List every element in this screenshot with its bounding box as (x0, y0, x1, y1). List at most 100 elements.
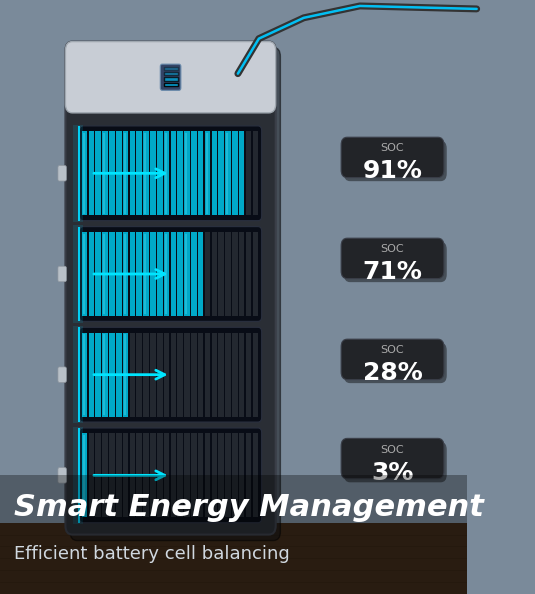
FancyBboxPatch shape (165, 234, 166, 314)
FancyBboxPatch shape (205, 232, 210, 316)
FancyBboxPatch shape (164, 333, 170, 417)
FancyBboxPatch shape (58, 467, 66, 483)
FancyBboxPatch shape (78, 126, 80, 221)
FancyBboxPatch shape (171, 434, 176, 517)
FancyBboxPatch shape (246, 232, 251, 316)
FancyBboxPatch shape (184, 333, 190, 417)
Text: 71%: 71% (363, 260, 423, 285)
FancyBboxPatch shape (191, 131, 197, 216)
FancyBboxPatch shape (218, 232, 224, 316)
FancyBboxPatch shape (164, 232, 170, 316)
FancyBboxPatch shape (79, 227, 262, 321)
FancyBboxPatch shape (78, 327, 80, 422)
FancyBboxPatch shape (65, 42, 276, 535)
FancyBboxPatch shape (253, 131, 258, 216)
Text: SOC: SOC (381, 345, 404, 355)
FancyBboxPatch shape (150, 333, 156, 417)
FancyBboxPatch shape (58, 266, 66, 282)
FancyBboxPatch shape (344, 242, 447, 282)
FancyBboxPatch shape (109, 333, 114, 417)
FancyBboxPatch shape (58, 166, 66, 181)
FancyBboxPatch shape (82, 234, 85, 314)
FancyBboxPatch shape (124, 234, 126, 314)
FancyBboxPatch shape (143, 131, 149, 216)
FancyBboxPatch shape (191, 333, 197, 417)
FancyBboxPatch shape (178, 333, 183, 417)
FancyBboxPatch shape (144, 133, 146, 214)
FancyBboxPatch shape (89, 232, 94, 316)
FancyBboxPatch shape (239, 232, 244, 316)
FancyBboxPatch shape (239, 131, 244, 216)
FancyBboxPatch shape (95, 434, 101, 517)
FancyBboxPatch shape (0, 475, 467, 594)
FancyBboxPatch shape (116, 131, 121, 216)
FancyBboxPatch shape (89, 434, 94, 517)
FancyBboxPatch shape (123, 333, 128, 417)
FancyBboxPatch shape (79, 428, 262, 523)
FancyBboxPatch shape (341, 339, 444, 380)
FancyBboxPatch shape (226, 133, 228, 214)
FancyBboxPatch shape (73, 426, 83, 524)
FancyBboxPatch shape (341, 238, 444, 279)
Text: SOC: SOC (381, 244, 404, 254)
FancyBboxPatch shape (136, 232, 142, 316)
FancyBboxPatch shape (150, 131, 156, 216)
FancyBboxPatch shape (218, 131, 224, 216)
FancyBboxPatch shape (129, 232, 135, 316)
FancyBboxPatch shape (157, 131, 163, 216)
FancyBboxPatch shape (136, 333, 142, 417)
Text: SOC: SOC (381, 143, 404, 153)
Text: 91%: 91% (363, 159, 423, 184)
FancyBboxPatch shape (191, 232, 197, 316)
FancyBboxPatch shape (129, 333, 135, 417)
FancyBboxPatch shape (198, 131, 203, 216)
FancyBboxPatch shape (198, 333, 203, 417)
FancyBboxPatch shape (123, 434, 128, 517)
FancyBboxPatch shape (136, 131, 142, 216)
FancyBboxPatch shape (82, 435, 85, 516)
FancyBboxPatch shape (225, 131, 231, 216)
FancyBboxPatch shape (123, 232, 128, 316)
FancyBboxPatch shape (79, 327, 262, 422)
FancyBboxPatch shape (102, 232, 108, 316)
FancyBboxPatch shape (232, 333, 238, 417)
FancyBboxPatch shape (116, 232, 121, 316)
FancyBboxPatch shape (129, 131, 135, 216)
FancyBboxPatch shape (211, 333, 217, 417)
FancyBboxPatch shape (78, 428, 80, 523)
FancyBboxPatch shape (184, 434, 190, 517)
Text: Efficient battery cell balancing: Efficient battery cell balancing (14, 545, 290, 563)
FancyBboxPatch shape (102, 333, 108, 417)
FancyBboxPatch shape (164, 77, 178, 81)
FancyBboxPatch shape (191, 434, 197, 517)
FancyBboxPatch shape (109, 131, 114, 216)
FancyBboxPatch shape (89, 131, 94, 216)
FancyBboxPatch shape (225, 232, 231, 316)
FancyBboxPatch shape (211, 232, 217, 316)
FancyBboxPatch shape (246, 131, 251, 216)
FancyBboxPatch shape (89, 333, 94, 417)
FancyBboxPatch shape (253, 333, 258, 417)
FancyBboxPatch shape (73, 125, 83, 222)
FancyBboxPatch shape (341, 438, 444, 479)
FancyBboxPatch shape (109, 232, 114, 316)
FancyBboxPatch shape (164, 434, 170, 517)
FancyBboxPatch shape (198, 434, 203, 517)
FancyBboxPatch shape (253, 434, 258, 517)
FancyBboxPatch shape (78, 227, 80, 321)
FancyBboxPatch shape (150, 232, 156, 316)
FancyBboxPatch shape (109, 434, 114, 517)
FancyBboxPatch shape (58, 367, 66, 383)
FancyBboxPatch shape (198, 232, 203, 316)
FancyBboxPatch shape (102, 131, 108, 216)
FancyBboxPatch shape (344, 343, 447, 383)
FancyBboxPatch shape (116, 434, 121, 517)
FancyBboxPatch shape (225, 333, 231, 417)
FancyBboxPatch shape (171, 333, 176, 417)
FancyBboxPatch shape (246, 333, 251, 417)
FancyBboxPatch shape (82, 131, 87, 216)
FancyBboxPatch shape (218, 333, 224, 417)
FancyBboxPatch shape (246, 434, 251, 517)
FancyBboxPatch shape (164, 83, 178, 86)
FancyBboxPatch shape (205, 131, 210, 216)
